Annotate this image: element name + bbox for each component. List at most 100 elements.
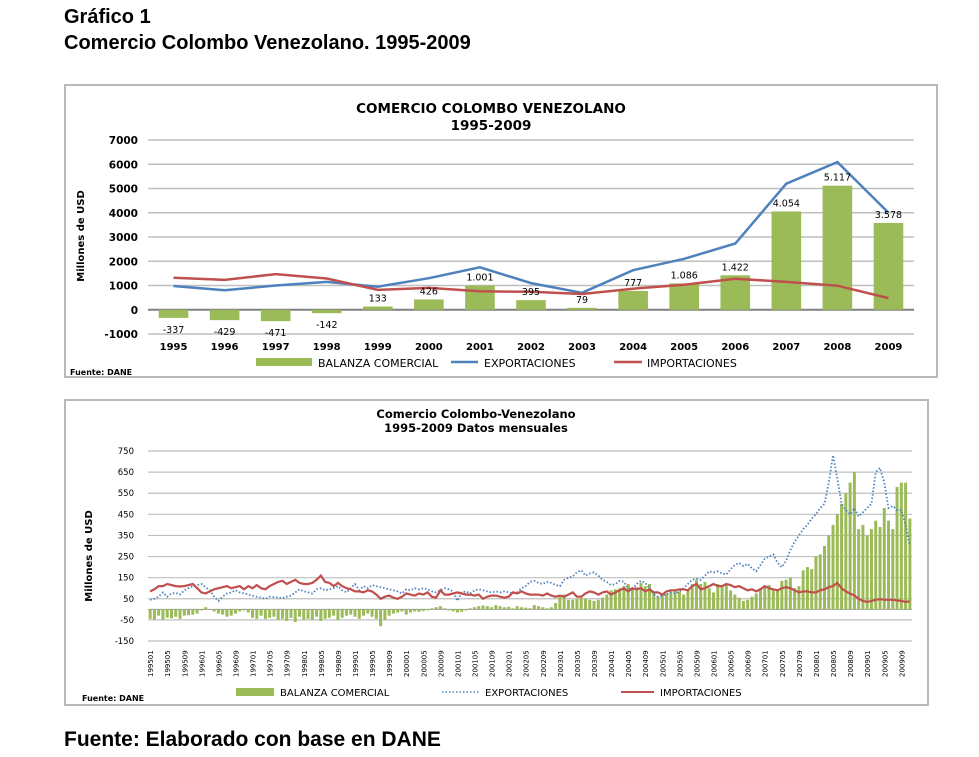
annual-trade-chart: COMERCIO COLOMBO VENEZOLANO 1995-2009 Mi… bbox=[64, 84, 938, 378]
bar-balanza bbox=[327, 609, 331, 618]
bar-balanza bbox=[336, 609, 340, 620]
bar-balanza bbox=[648, 584, 652, 610]
bar-balanza bbox=[861, 524, 865, 610]
data-label: 5.117 bbox=[824, 173, 851, 184]
x-tick-label: 199605 bbox=[215, 650, 223, 677]
bar-balanza bbox=[592, 600, 596, 610]
bar-balanza bbox=[414, 299, 444, 310]
bar-balanza bbox=[426, 609, 430, 611]
bar-balanza bbox=[319, 609, 323, 621]
bar-balanza bbox=[771, 211, 802, 310]
y-tick-label: 7000 bbox=[109, 135, 138, 147]
y-tick-label: 750 bbox=[118, 447, 134, 457]
chart-subtitle: 1995-2009 bbox=[451, 118, 532, 134]
bar-balanza bbox=[613, 589, 617, 610]
bar-balanza bbox=[263, 609, 267, 619]
x-tick-label: 200405 bbox=[625, 650, 633, 677]
bar-balanza bbox=[443, 608, 447, 610]
bar-balanza bbox=[771, 589, 775, 610]
bar-balanza bbox=[204, 607, 208, 610]
x-tick-label: 200705 bbox=[779, 650, 787, 677]
x-tick-label: 199705 bbox=[267, 650, 275, 677]
data-label: 1.001 bbox=[466, 272, 493, 283]
bar-balanza bbox=[229, 609, 233, 616]
bar-balanza bbox=[682, 594, 686, 610]
bar-balanza bbox=[895, 486, 899, 610]
monthly-trade-chart: Comercio Colombo-Venezolano 1995-2009 Da… bbox=[64, 399, 929, 706]
y-tick-label: 550 bbox=[118, 489, 134, 499]
y-tick-label: -50 bbox=[120, 616, 134, 626]
bar-balanza bbox=[720, 586, 724, 610]
bar-balanza bbox=[447, 609, 451, 611]
bar-balanza bbox=[272, 609, 276, 617]
bar-balanza bbox=[315, 609, 319, 617]
bar-balanza bbox=[340, 609, 344, 618]
bar-balanza bbox=[541, 607, 545, 610]
x-tick-label: 200309 bbox=[591, 650, 599, 677]
figure-label: Gráfico 1 bbox=[64, 6, 151, 28]
line-importaciones bbox=[173, 272, 889, 300]
bar-balanza bbox=[891, 529, 895, 610]
bar-balanza bbox=[238, 609, 242, 612]
bar-balanza bbox=[408, 609, 412, 613]
y-tick-label: 4000 bbox=[109, 208, 138, 220]
x-tick-label: 200501 bbox=[659, 650, 667, 677]
bar-balanza bbox=[566, 599, 570, 610]
bar-balanza bbox=[332, 609, 336, 616]
bar-balanza bbox=[801, 570, 805, 610]
bar-balanza bbox=[311, 309, 342, 314]
bar-balanza bbox=[370, 609, 374, 617]
bar-balanza bbox=[780, 580, 784, 610]
x-tick-label: 199701 bbox=[250, 650, 258, 677]
bar-balanza bbox=[827, 535, 831, 610]
x-tick-label: 2007 bbox=[772, 342, 800, 353]
bar-balanza bbox=[260, 309, 291, 322]
bar-balanza bbox=[554, 603, 558, 610]
x-tick-label: 1999 bbox=[364, 342, 392, 353]
bar-balanza bbox=[195, 609, 199, 614]
bar-balanza bbox=[396, 609, 400, 613]
line-exportaciones bbox=[173, 160, 890, 295]
bar-balanza bbox=[618, 588, 622, 610]
bar-balanza bbox=[835, 514, 839, 610]
x-tick-label: 200105 bbox=[472, 650, 480, 677]
data-label: 777 bbox=[624, 278, 642, 289]
bar-balanza bbox=[158, 309, 189, 318]
bar-balanza bbox=[758, 588, 762, 610]
x-tick-label: 1995 bbox=[160, 342, 188, 353]
y-tick-label: 450 bbox=[118, 510, 134, 520]
x-tick-label: 200209 bbox=[540, 650, 548, 677]
bar-balanza bbox=[605, 594, 609, 610]
bar-balanza bbox=[460, 609, 464, 612]
bar-balanza bbox=[298, 609, 302, 617]
bar-balanza bbox=[763, 586, 767, 610]
bar-balanza bbox=[545, 608, 549, 610]
bar-balanza bbox=[199, 609, 203, 611]
bar-balanza bbox=[498, 606, 502, 610]
bar-balanza bbox=[417, 609, 421, 612]
bar-balanza bbox=[357, 609, 361, 619]
x-tick-label: 200409 bbox=[642, 650, 650, 677]
footer-source: Fuente: Elaborado con base en DANE bbox=[64, 728, 441, 751]
x-tick-label: 2009 bbox=[875, 342, 903, 353]
bar-balanza bbox=[669, 283, 700, 310]
data-label: 1.086 bbox=[671, 270, 698, 281]
bar-balanza bbox=[465, 285, 495, 310]
bar-balanza bbox=[874, 520, 878, 610]
chart-title: COMERCIO COLOMBO VENEZOLANO bbox=[356, 101, 626, 117]
bar-balanza bbox=[865, 535, 869, 610]
bar-balanza bbox=[310, 609, 314, 620]
bar-balanza bbox=[481, 605, 485, 610]
bar-balanza bbox=[438, 606, 442, 610]
bar-balanza bbox=[852, 472, 856, 610]
bar-balanza bbox=[191, 609, 195, 615]
bar-balanza bbox=[882, 508, 886, 610]
bar-balanza bbox=[737, 597, 741, 610]
bar-balanza bbox=[823, 546, 826, 610]
bar-balanza bbox=[451, 609, 455, 612]
bar-balanza bbox=[259, 609, 263, 616]
data-label: -429 bbox=[214, 327, 236, 338]
bar-balanza bbox=[255, 609, 259, 619]
bar-balanza bbox=[669, 592, 673, 610]
bar-balanza bbox=[366, 609, 370, 614]
